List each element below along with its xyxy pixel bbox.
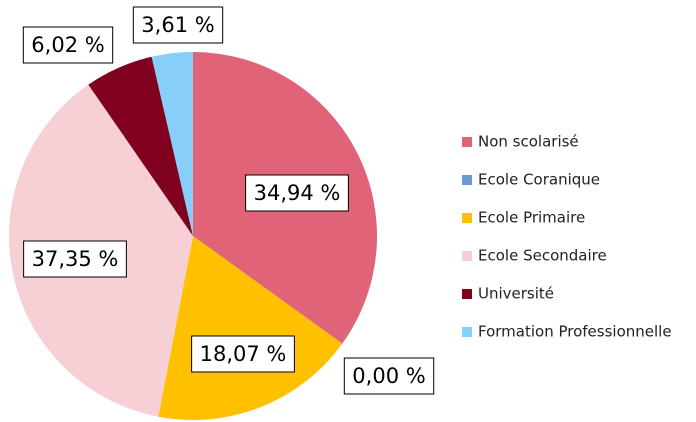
data-label-box — [191, 335, 295, 373]
data-label: 18,07 % — [200, 342, 287, 366]
legend-swatch — [462, 137, 472, 147]
pie-slice — [88, 56, 193, 236]
data-label-box — [245, 174, 349, 212]
legend-label: Ecole Secondaire — [478, 247, 607, 265]
data-label: 34,94 % — [254, 181, 341, 205]
pie-slice — [151, 52, 193, 236]
data-label: 6,02 % — [31, 33, 104, 57]
legend-swatch — [462, 213, 472, 223]
data-label: 3,61 % — [141, 13, 214, 37]
legend-label: Ecole Primaire — [478, 209, 585, 227]
data-label-box — [23, 240, 127, 278]
data-label: 0,00 % — [352, 364, 425, 388]
legend-label: Formation Professionnelle — [478, 323, 672, 341]
legend-swatch — [462, 327, 472, 337]
data-label: 37,35 % — [32, 247, 119, 271]
data-label-box — [132, 6, 224, 44]
legend-swatch — [462, 289, 472, 299]
pie-slice — [158, 236, 343, 420]
data-label-box — [22, 26, 114, 64]
legend-label: Université — [478, 285, 554, 303]
legend-label: Ecole Coranique — [478, 171, 600, 189]
legend-swatch — [462, 251, 472, 261]
legend-swatch — [462, 175, 472, 185]
legend-label: Non scolarisé — [478, 133, 579, 151]
data-label-box — [343, 357, 435, 395]
